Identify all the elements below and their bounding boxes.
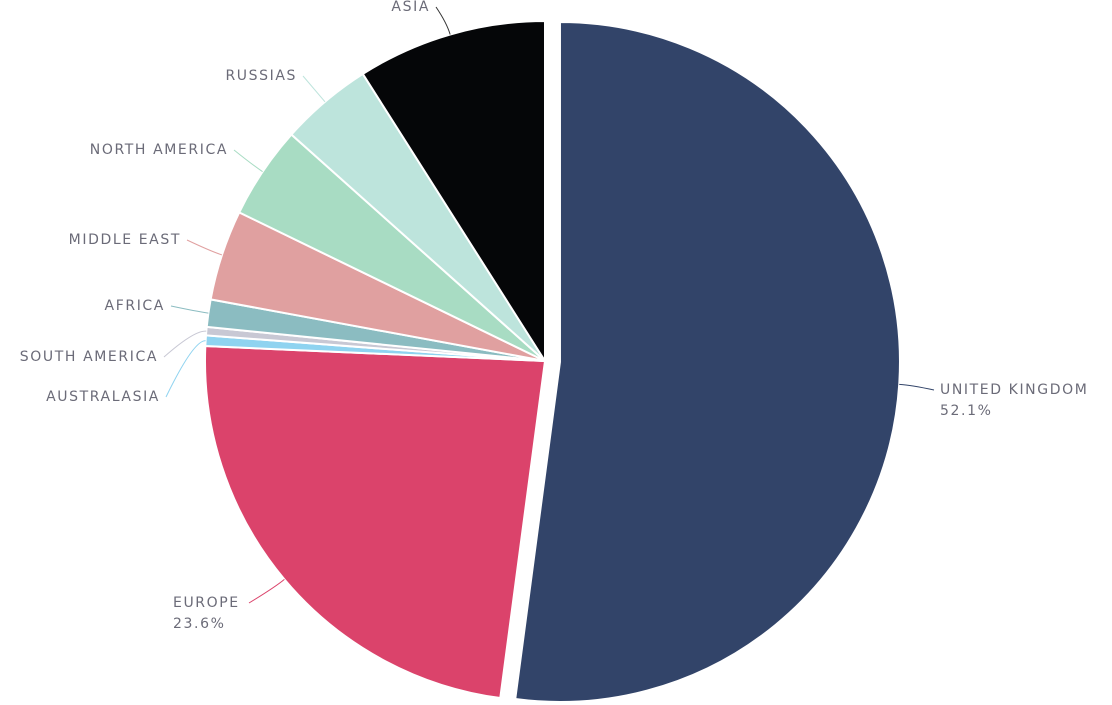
pie-slice — [204, 345, 547, 700]
slice-label: ASIA — [391, 0, 430, 15]
leader-line — [163, 330, 207, 358]
leader-line — [302, 75, 326, 103]
leader-line — [186, 239, 223, 256]
leader-line — [165, 340, 206, 398]
slice-value-label: 52.1% — [940, 403, 992, 419]
slice-label: SOUTH AMERICA — [20, 349, 158, 365]
pie-slice — [514, 20, 901, 703]
leader-line — [899, 383, 935, 391]
slice-label: MIDDLE EAST — [69, 232, 181, 248]
slice-label: RUSSIAS — [225, 68, 297, 84]
leader-line — [233, 149, 263, 173]
leader-line — [248, 578, 285, 604]
pie-slice — [361, 19, 546, 365]
slice-label: AFRICA — [105, 298, 165, 314]
leader-line — [435, 6, 451, 35]
slice-label: EUROPE — [173, 595, 240, 611]
slice-label: NORTH AMERICA — [90, 142, 228, 158]
leader-line — [170, 305, 209, 314]
slice-value-label: 23.6% — [173, 616, 225, 632]
slice-label: AUSTRALASIA — [46, 389, 160, 405]
slice-label: UNITED KINGDOM — [940, 382, 1088, 398]
